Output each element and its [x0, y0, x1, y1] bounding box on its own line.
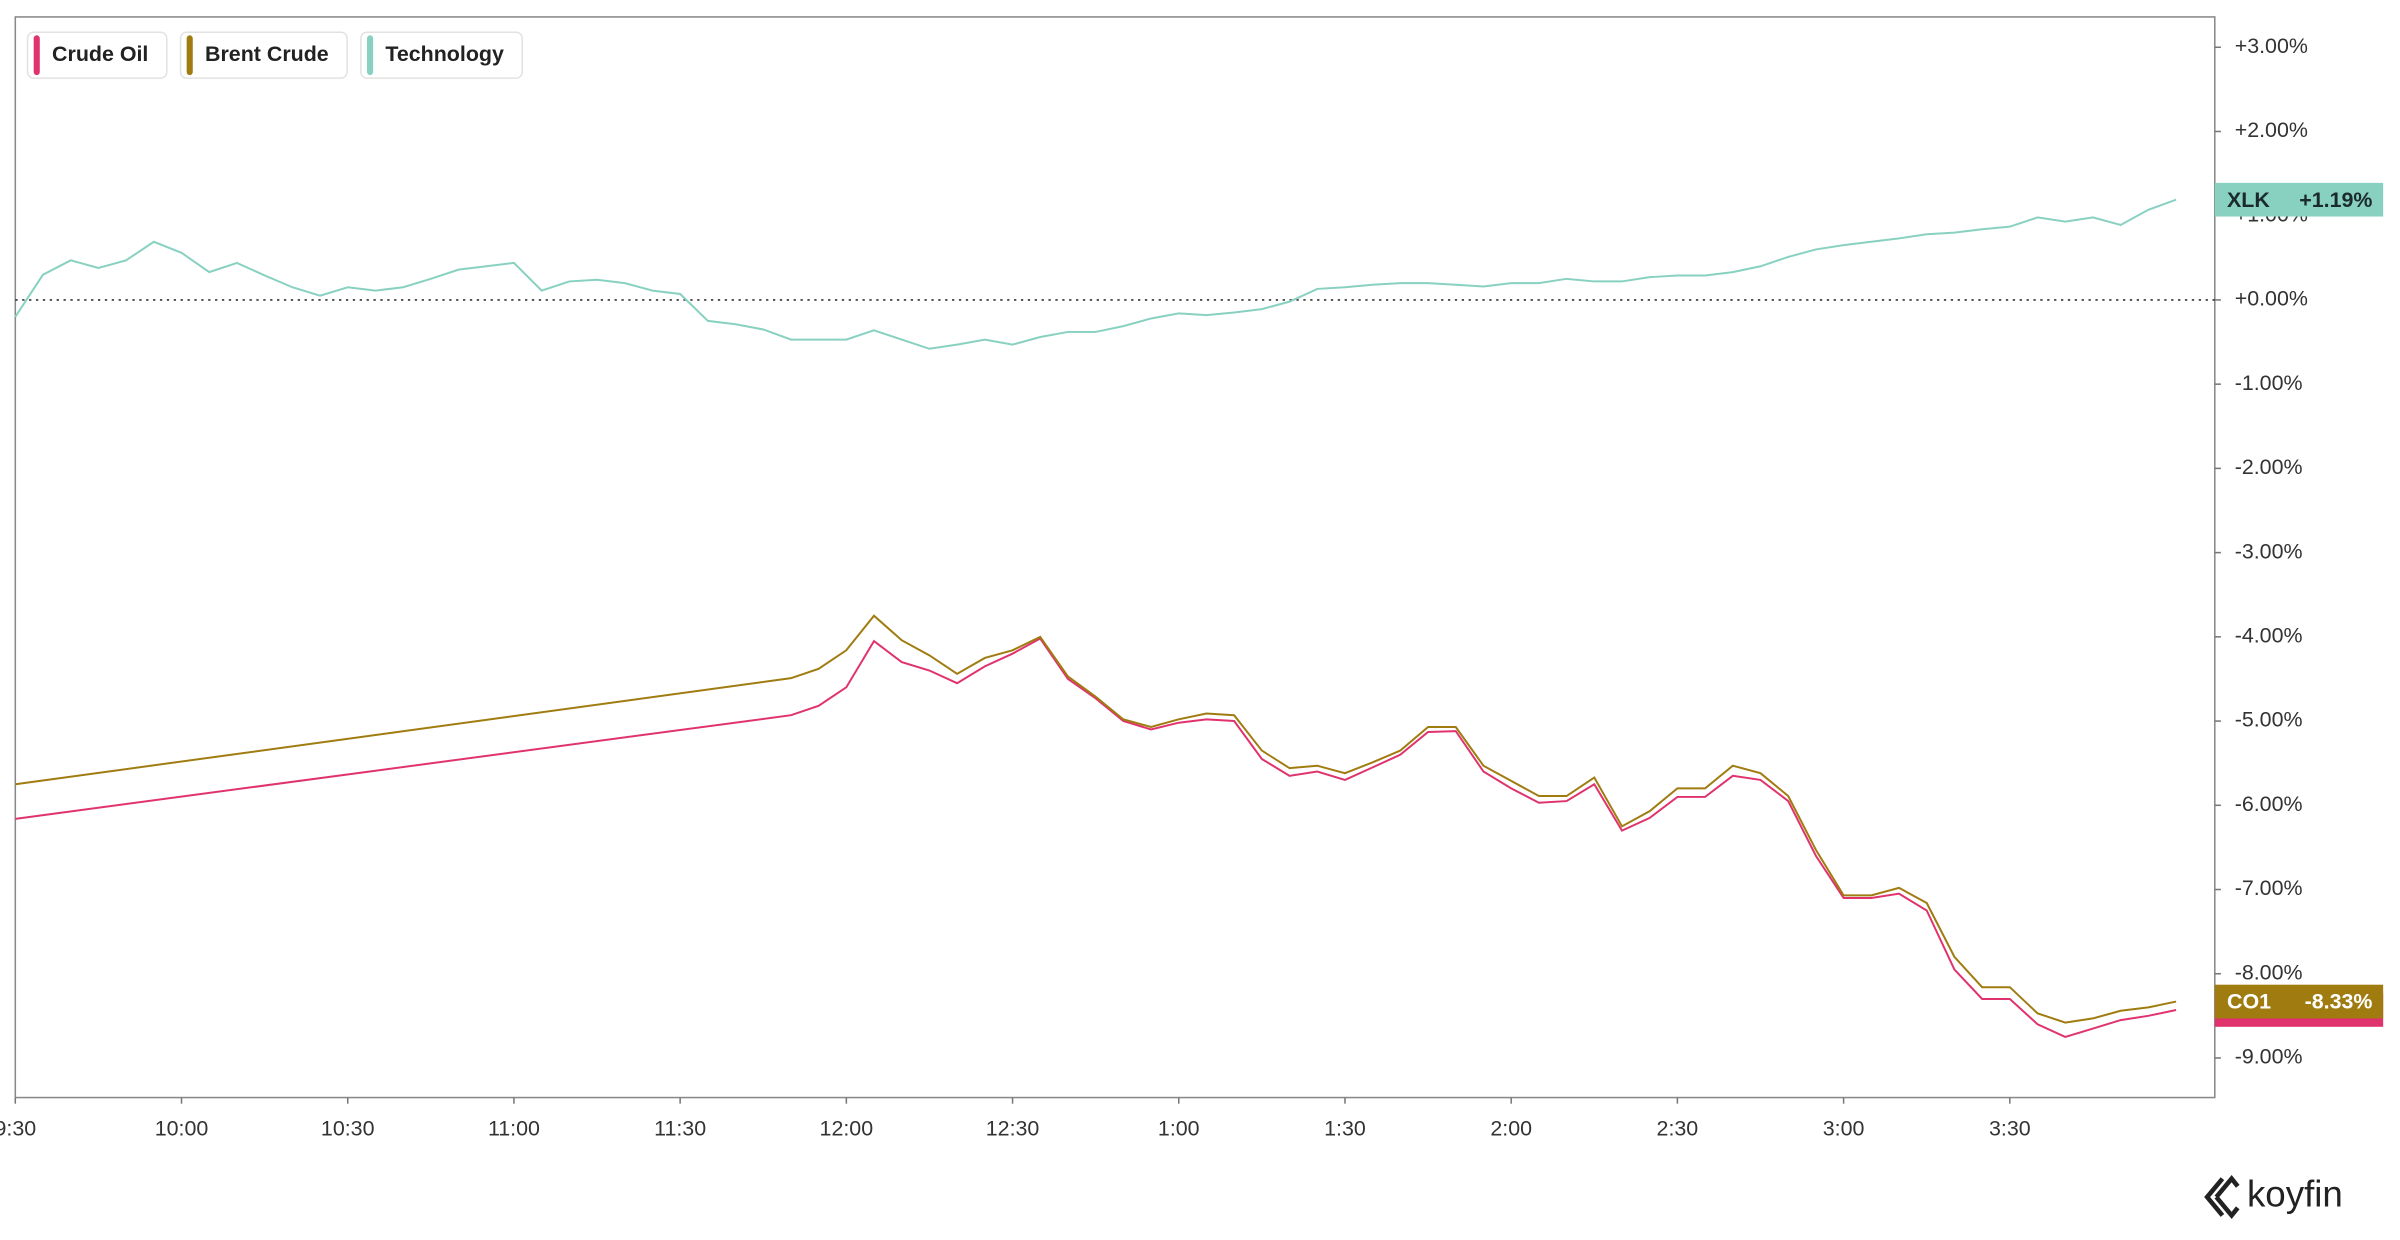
x-tick-label: 3:30 [1989, 1116, 2031, 1140]
end-badge-value: -8.33% [2305, 990, 2373, 1014]
legend-box [179, 31, 348, 79]
legend-item[interactable]: Brent Crude [179, 31, 348, 79]
y-tick-label: -5.00% [2235, 708, 2303, 732]
x-tick-label: 12:00 [820, 1116, 874, 1140]
x-tick-label: 11:30 [654, 1116, 706, 1140]
y-tick-label: -1.00% [2235, 371, 2303, 395]
y-tick-label: +0.00% [2235, 287, 2308, 311]
end-badge: XLK +1.19% [2214, 182, 2384, 217]
legend-label: Technology [385, 42, 504, 66]
y-tick-label: -7.00% [2235, 876, 2303, 900]
brand-logo: koyfin [2204, 1174, 2343, 1220]
x-tick-label: 12:30 [986, 1116, 1040, 1140]
y-tick-label: -4.00% [2235, 623, 2303, 647]
legend-label: Brent Crude [205, 42, 329, 66]
y-tick-label: -2.00% [2235, 455, 2303, 479]
y-tick-label: -8.00% [2235, 960, 2303, 984]
x-tick-label: 2:00 [1490, 1116, 1532, 1140]
series-line [15, 637, 2177, 1039]
legend-label: Crude Oil [52, 42, 148, 66]
y-tick-label: +3.00% [2235, 34, 2308, 58]
brand-icon [2204, 1175, 2240, 1220]
x-tick-label: 2:30 [1657, 1116, 1699, 1140]
end-badge-value: +1.19% [2299, 188, 2372, 212]
legend-box [360, 31, 524, 79]
x-tick-label: 11:00 [488, 1116, 540, 1140]
x-tick-label: 10:30 [321, 1116, 375, 1140]
legend-item[interactable]: Technology [360, 31, 524, 79]
end-badge-ticker: XLK [2227, 188, 2270, 212]
x-tick-label: 3:00 [1823, 1116, 1865, 1140]
legend-swatch [366, 35, 374, 76]
y-tick-label: +2.00% [2235, 118, 2308, 142]
series-line [15, 614, 2177, 1024]
legend-swatch [33, 35, 40, 76]
x-tick-label: 10:00 [155, 1116, 209, 1140]
x-tick-label: 1:30 [1324, 1116, 1366, 1140]
legend-item[interactable]: Crude Oil [26, 31, 168, 79]
legend-box [26, 31, 168, 79]
x-tick-label: 9:30 [0, 1116, 36, 1140]
brand-name: koyfin [2247, 1174, 2343, 1215]
series-line [14, 198, 2177, 350]
end-badge-box [2214, 182, 2384, 217]
y-tick-label: -6.00% [2235, 792, 2303, 816]
y-tick-label: -9.00% [2235, 1045, 2303, 1069]
y-tick-label: -3.00% [2235, 539, 2303, 563]
legend-swatch [186, 35, 193, 76]
end-badge: CO1 -8.33% [2214, 984, 2384, 1019]
end-badge-box [2214, 984, 2384, 1019]
end-badge-ticker: CO1 [2227, 990, 2271, 1014]
x-tick-label: 1:00 [1158, 1116, 1200, 1140]
plot-frame [14, 16, 2216, 1099]
